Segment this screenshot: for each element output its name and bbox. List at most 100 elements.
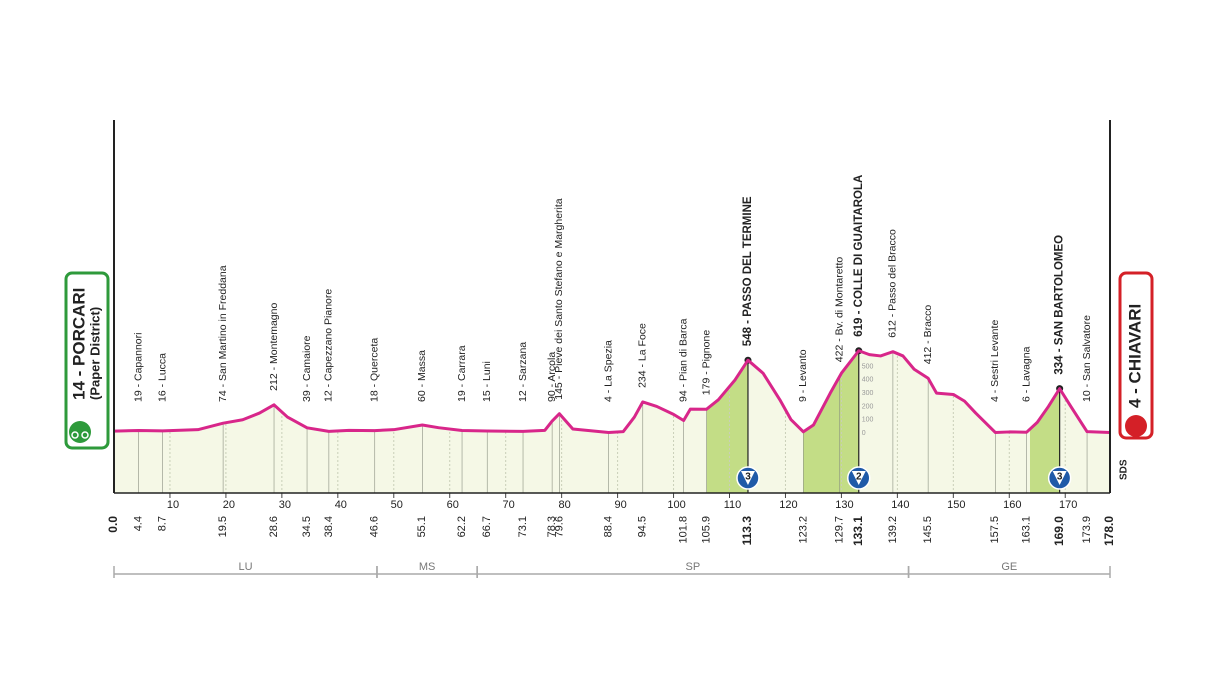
start-subtitle: (Paper District) — [87, 307, 102, 400]
climb-badge-icon — [740, 471, 755, 485]
region-label: MS — [419, 561, 436, 573]
waypoint-label: 12 - Capezzano Pianore — [323, 289, 335, 402]
waypoint-label: 145 - Pieve dei Santo Stefano e Margheri… — [553, 198, 565, 400]
start-icon-wheel — [71, 431, 79, 439]
region-label-bg — [993, 560, 1026, 572]
region-label-bg — [676, 560, 709, 572]
waypoint-label: 12 - Sarzana — [517, 342, 529, 402]
km-label: 0.0 — [106, 516, 120, 533]
km-label: 178.0 — [1102, 516, 1116, 546]
x-tick-label: 110 — [724, 499, 742, 511]
x-tick-label: 140 — [891, 499, 909, 511]
km-label: 28.6 — [268, 516, 280, 537]
y-tick-label: 400 — [862, 377, 874, 384]
km-label: 78.3 — [546, 516, 558, 537]
region-label: SP — [686, 561, 701, 573]
start-box — [64, 271, 110, 450]
waypoint-label: 16 - Lucca — [156, 353, 168, 402]
x-tick-label: 50 — [391, 499, 403, 511]
profile-area — [114, 350, 1110, 493]
km-label: 94.5 — [637, 516, 649, 537]
x-tick-label: 10 — [167, 499, 179, 511]
x-tick-label: 20 — [223, 499, 235, 511]
x-tick-label: 120 — [779, 499, 797, 511]
climb-badge-icon — [851, 471, 866, 485]
waypoint-label: 90 - Arcola — [546, 352, 558, 402]
waypoint-label: 15 - Luni — [481, 361, 493, 402]
km-label: 38.4 — [323, 516, 335, 537]
profile-line — [113, 349, 1111, 434]
waypoint-label: 74 - San Martino in Freddana — [217, 265, 229, 402]
x-tick-label: 40 — [335, 499, 347, 511]
climb-category: 3 — [1057, 472, 1063, 483]
km-label: 163.1 — [1021, 516, 1033, 544]
y-tick-label: 500 — [862, 363, 874, 370]
km-label: 34.5 — [301, 516, 313, 537]
km-label: 62.2 — [456, 516, 468, 537]
climb-area — [803, 350, 859, 493]
km-label: 4.4 — [133, 516, 145, 531]
waypoint-label: 422 - Bv. di Montaretto — [834, 257, 846, 363]
km-label: 139.2 — [887, 516, 899, 544]
km-label: 129.7 — [834, 516, 846, 544]
waypoint-label: 234 - La Foce — [637, 323, 649, 388]
waypoint-label: 412 - Bracco — [922, 305, 934, 365]
km-label: 73.1 — [517, 516, 529, 537]
km-label: 19.5 — [217, 516, 229, 537]
x-tick-label: 90 — [614, 499, 626, 511]
y-tick-label: 100 — [862, 417, 874, 424]
waypoint-label: 4 - Sestri Levante — [989, 320, 1001, 402]
finish-name: 4 - CHIAVARI — [1125, 304, 1144, 408]
start-name: 14 - PORCARI — [69, 288, 88, 400]
waypoint-label: 179 - Pignone — [700, 330, 712, 396]
km-label: 113.3 — [740, 516, 754, 546]
waypoint-label: 4 - La Spezia — [602, 340, 614, 402]
km-label: 101.8 — [678, 516, 690, 544]
km-label: 157.5 — [989, 516, 1001, 544]
km-label: 46.6 — [369, 516, 381, 537]
finish-icon — [1125, 415, 1147, 437]
y-tick-label: 0 — [862, 430, 866, 437]
km-label: 133.1 — [851, 516, 865, 546]
region-label: LU — [238, 561, 252, 573]
start-icon — [69, 421, 91, 443]
waypoint-label: 612 - Passo del Bracco — [887, 229, 899, 338]
x-tick-label: 100 — [667, 499, 685, 511]
waypoint-label: 19 - Carrara — [456, 345, 468, 402]
waypoint-label: 548 - PASSO DEL TERMINE — [742, 196, 754, 346]
x-tick-label: 160 — [1003, 499, 1021, 511]
y-tick-label: 200 — [862, 403, 874, 410]
climb-category: 3 — [745, 472, 751, 483]
x-tick-label: 70 — [503, 499, 515, 511]
km-label: 88.4 — [603, 516, 615, 537]
x-tick-label: 130 — [835, 499, 853, 511]
x-tick-label: 30 — [279, 499, 291, 511]
waypoint-label: 10 - San Salvatore — [1081, 315, 1093, 402]
waypoint-label: 60 - Massa — [416, 350, 428, 402]
y-tick-label: 300 — [862, 390, 874, 397]
waypoint-label: 619 - COLLE DI GUAITAROLA — [853, 175, 865, 337]
x-tick-label: 80 — [559, 499, 571, 511]
start-icon-wheel — [81, 431, 89, 439]
km-label: 55.1 — [416, 516, 428, 537]
km-label: 123.2 — [797, 516, 809, 544]
km-label: 173.9 — [1081, 516, 1093, 544]
waypoint-label: 94 - Pian di Barca — [677, 318, 689, 402]
km-label: 79.6 — [553, 516, 565, 537]
km-label: 145.5 — [922, 516, 934, 544]
km-label: 169.0 — [1052, 516, 1066, 546]
waypoint-label: 6 - Lavagna — [1020, 346, 1032, 402]
waypoint-label: 334 - SAN BARTOLOMEO — [1054, 235, 1066, 375]
km-label: 8.7 — [157, 516, 169, 531]
km-label: 105.9 — [700, 516, 712, 544]
waypoint-label: 9 - Levanto — [797, 349, 809, 402]
waypoint-label: 18 - Querceta — [369, 338, 381, 402]
x-tick-label: 60 — [447, 499, 459, 511]
waypoint-label: 39 - Camaiore — [301, 335, 313, 402]
sponsor-logo: SDS — [1119, 459, 1130, 480]
x-tick-label: 170 — [1059, 499, 1077, 511]
region-label: GE — [1001, 561, 1017, 573]
region-label-bg — [411, 560, 444, 572]
x-tick-label: 150 — [947, 499, 965, 511]
